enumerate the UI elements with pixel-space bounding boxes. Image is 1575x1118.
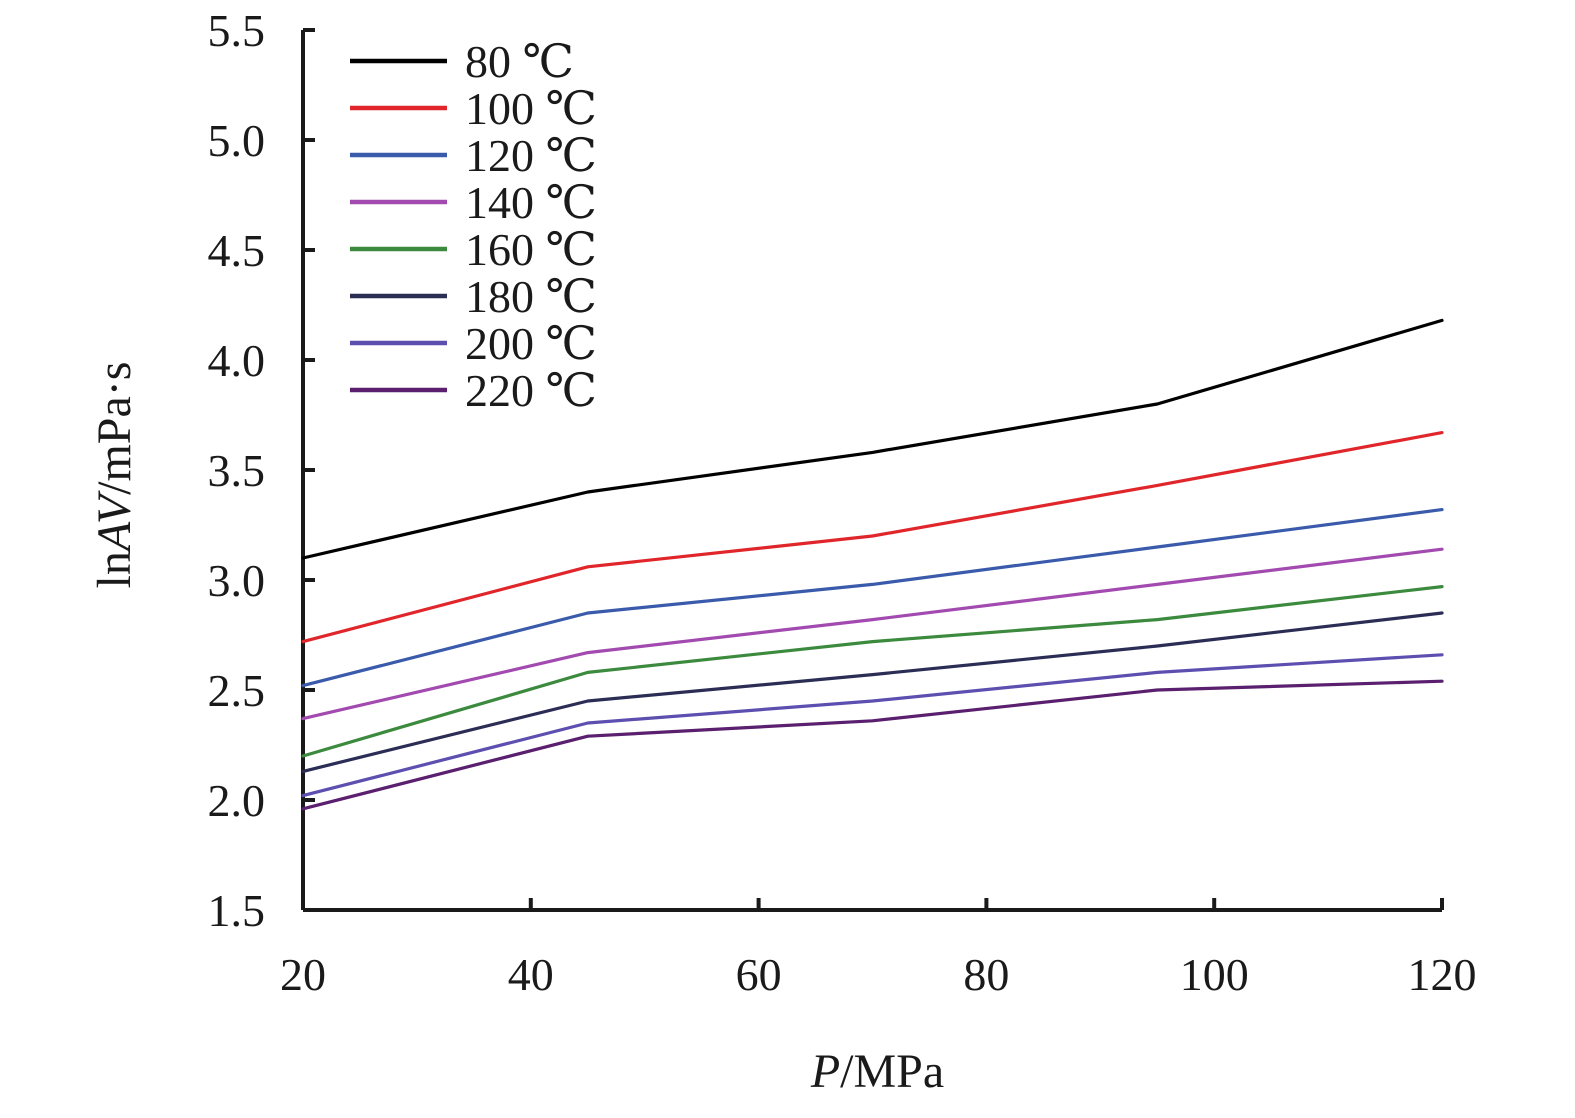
y-axis-title-prefix: ln	[88, 551, 141, 588]
legend-label-2: 100 ℃	[465, 83, 597, 134]
series-line-7	[301, 653, 1444, 798]
series-line-1	[301, 318, 1444, 560]
y-tick-label: 1.5	[208, 885, 266, 936]
y-tick-label: 3.5	[208, 445, 266, 496]
axis-titles: P/MPa lnAV/mPa·s	[88, 362, 944, 1098]
series-line-4	[301, 547, 1444, 721]
legend-label-1: 80 ℃	[465, 36, 574, 87]
legend-label-5: 160 ℃	[465, 224, 597, 275]
series-line-5	[301, 584, 1444, 758]
legend-label-6: 180 ℃	[465, 271, 597, 322]
y-axis-title-unit: /mPa·s	[88, 362, 141, 495]
y-axis-title-symbol: AV	[88, 490, 141, 554]
series-line-8	[301, 679, 1444, 811]
x-tick-label: 120	[1408, 949, 1477, 1000]
x-tick-label: 40	[508, 949, 554, 1000]
x-tick-label: 80	[963, 949, 1009, 1000]
legend-label-3: 120 ℃	[465, 130, 597, 181]
x-axis-title-unit: /MPa	[840, 1045, 944, 1098]
legend-label-7: 200 ℃	[465, 318, 597, 369]
series-lines	[301, 318, 1444, 811]
y-axis-title: lnAV/mPa·s	[88, 362, 141, 589]
x-tick-label: 100	[1180, 949, 1249, 1000]
x-axis-title-symbol: P	[810, 1045, 840, 1098]
series-line-3	[301, 508, 1444, 688]
series-line-2	[301, 431, 1444, 644]
y-tick-label: 4.5	[208, 225, 266, 276]
x-axis-title: P/MPa	[810, 1045, 944, 1098]
y-tick-label: 4.0	[208, 335, 266, 386]
x-tick-label: 60	[736, 949, 782, 1000]
series-line-6	[301, 611, 1444, 774]
y-tick-label: 5.0	[208, 115, 266, 166]
axes: 1.5 2.0 2.5 3.0 3.5 4.0 4.5 5.0 5.5 20 40 60 80 100 12…	[208, 5, 1477, 1000]
x-tick-label: 20	[280, 949, 326, 1000]
y-tick-label: 5.5	[208, 5, 266, 56]
y-tick-label: 3.0	[208, 555, 266, 606]
legend-label-4: 140 ℃	[465, 177, 597, 228]
y-tick-label: 2.0	[208, 775, 266, 826]
y-tick-label: 2.5	[208, 665, 266, 716]
legend-label-8: 220 ℃	[465, 365, 597, 416]
